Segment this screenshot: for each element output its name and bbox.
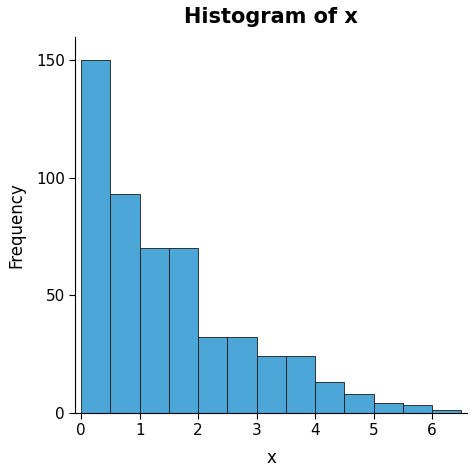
Bar	[374, 403, 403, 412]
Bar	[140, 248, 169, 412]
Bar	[315, 382, 344, 412]
Bar	[344, 394, 374, 412]
Bar	[228, 337, 256, 412]
Bar	[169, 248, 198, 412]
Bar	[110, 194, 140, 412]
Bar	[81, 60, 110, 412]
Bar	[403, 405, 432, 412]
Bar	[432, 410, 461, 412]
X-axis label: x: x	[266, 449, 276, 467]
Bar	[286, 356, 315, 412]
Bar	[256, 356, 286, 412]
Bar	[198, 337, 228, 412]
Title: Histogram of x: Histogram of x	[184, 7, 358, 27]
Y-axis label: Frequency: Frequency	[7, 182, 25, 267]
